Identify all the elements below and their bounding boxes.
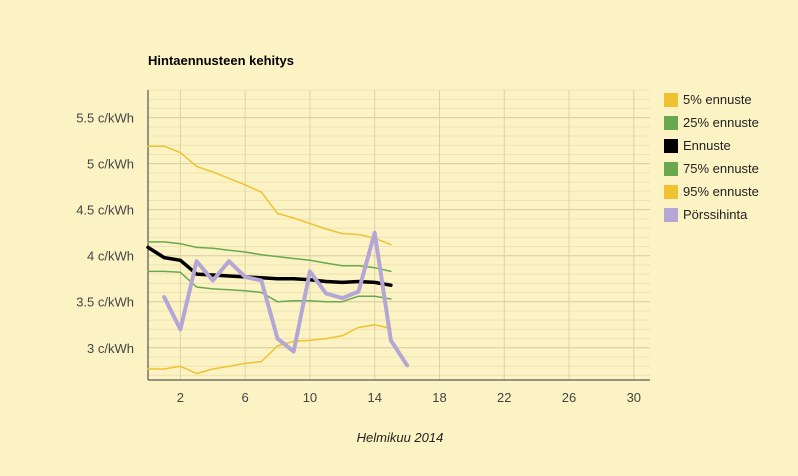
y-tick-label: 4 c/kWh <box>87 249 134 264</box>
series-line-1 <box>147 270 392 303</box>
y-tick-label: 3 c/kWh <box>87 341 134 356</box>
x-axis-label: Helmikuu 2014 <box>357 430 444 445</box>
y-tick-label: 5.5 c/kWh <box>76 111 134 126</box>
y-tick-label: 3.5 c/kWh <box>76 295 134 310</box>
legend-item: Pörssihinta <box>664 203 759 226</box>
x-tick-label: 10 <box>303 390 317 405</box>
legend: 5% ennuste 25% ennuste Ennuste 75% ennuste 9… <box>664 88 759 226</box>
x-tick-label: 18 <box>432 390 446 405</box>
legend-swatch <box>664 115 678 130</box>
legend-item: Ennuste <box>664 134 759 157</box>
series-line-0 <box>147 324 392 375</box>
legend-item: 75% ennuste <box>664 157 759 180</box>
grid <box>148 89 650 380</box>
axes: 3 c/kWh 3.5 c/kWh 4 c/kWh 4.5 c/kWh 5 c/kWh 5… <box>76 90 650 405</box>
legend-swatch <box>664 161 678 176</box>
legend-swatch <box>664 138 678 153</box>
legend-swatch <box>664 207 678 222</box>
x-tick-label: 6 <box>242 390 249 405</box>
legend-item: 25% ennuste <box>664 111 759 134</box>
series-line-5 <box>162 230 410 368</box>
legend-label: 5% ennuste <box>683 92 752 107</box>
legend-item: 95% ennuste <box>664 180 759 203</box>
series-line-4 <box>147 145 392 246</box>
x-tick-label: 14 <box>367 390 381 405</box>
x-tick-label: 22 <box>497 390 511 405</box>
series-line-2 <box>146 245 393 287</box>
legend-label: 25% ennuste <box>683 115 759 130</box>
chart-title: Hintaennusteen kehitys <box>148 53 294 68</box>
legend-label: 95% ennuste <box>683 184 759 199</box>
x-tick-label: 30 <box>627 390 641 405</box>
legend-label: 75% ennuste <box>683 161 759 176</box>
legend-label: Ennuste <box>683 138 731 153</box>
y-tick-label: 5 c/kWh <box>87 157 134 172</box>
legend-swatch <box>664 184 678 199</box>
legend-item: 5% ennuste <box>664 88 759 111</box>
y-tick-label: 4.5 c/kWh <box>76 203 134 218</box>
x-tick-label: 2 <box>177 390 184 405</box>
series-line-3 <box>147 241 392 273</box>
legend-swatch <box>664 92 678 107</box>
legend-label: Pörssihinta <box>683 207 748 222</box>
x-tick-label: 26 <box>562 390 576 405</box>
series-lines <box>146 145 410 375</box>
